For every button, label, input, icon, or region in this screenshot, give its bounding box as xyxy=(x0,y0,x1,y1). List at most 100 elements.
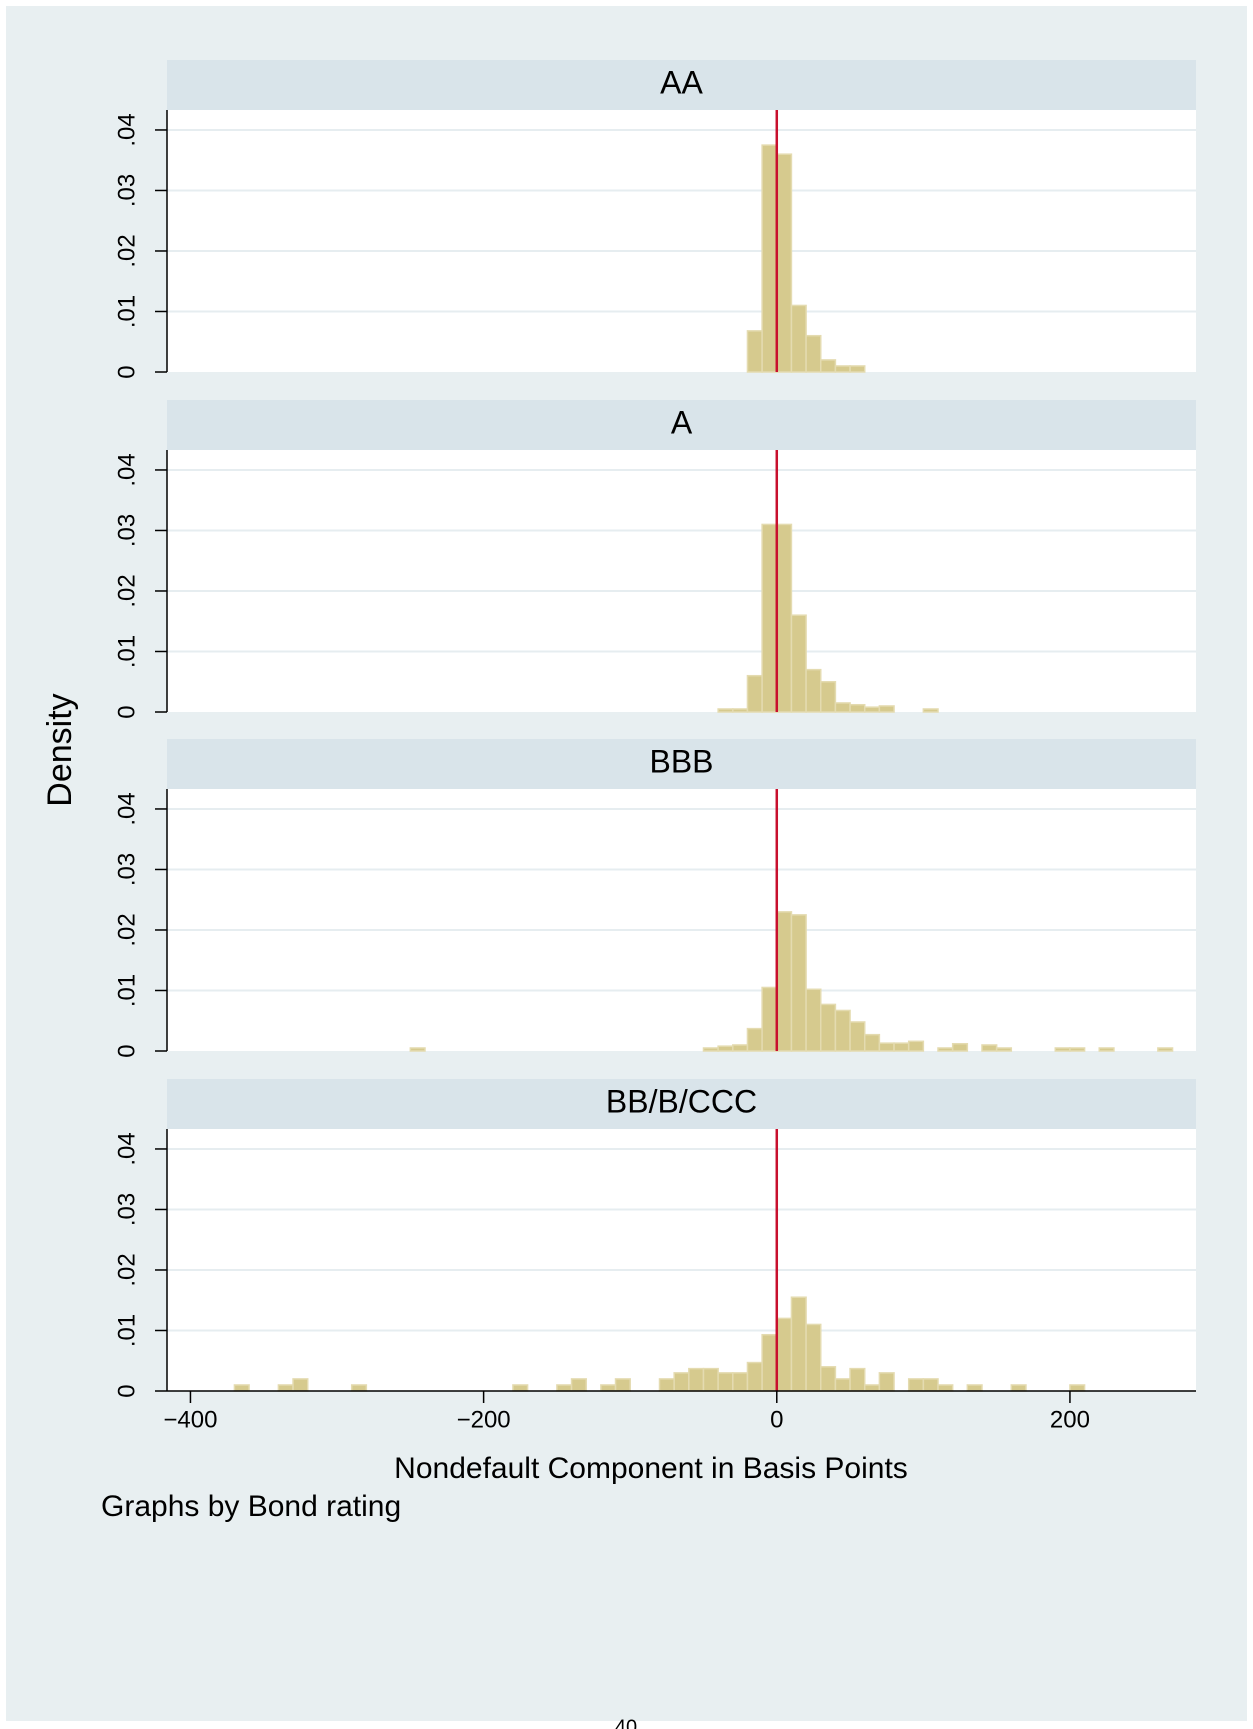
page-number: 40 xyxy=(615,1716,637,1729)
histogram-bar xyxy=(732,1044,749,1052)
y-tick-label: .04 xyxy=(113,453,140,486)
histogram-bar xyxy=(863,1033,881,1052)
histogram-bar xyxy=(805,1323,822,1392)
histogram-bar xyxy=(790,914,807,1052)
y-tick-label: .03 xyxy=(113,514,140,547)
y-tick-label: .01 xyxy=(113,974,140,1007)
histogram-bar xyxy=(1157,1047,1174,1052)
histogram-bar xyxy=(688,1367,705,1392)
y-tick-label: .02 xyxy=(113,574,140,607)
histogram-bar xyxy=(776,153,793,373)
histogram-bar xyxy=(907,1378,925,1392)
y-axis-label: Density xyxy=(41,693,79,806)
panel-header xyxy=(167,400,1196,450)
histogram-bar xyxy=(292,1378,309,1392)
histogram-bar xyxy=(1069,1047,1086,1052)
note: Graphs by Bond rating xyxy=(101,1490,401,1523)
histogram-bar xyxy=(776,911,793,1052)
histogram-bar xyxy=(600,1384,617,1392)
histogram-bar xyxy=(820,359,837,373)
histogram-bar xyxy=(863,1384,881,1392)
panel-title: AA xyxy=(660,64,703,100)
histogram-bar xyxy=(717,1045,734,1052)
histogram-bar xyxy=(981,1044,998,1052)
histogram-bar xyxy=(820,1003,837,1052)
x-tick-label: −400 xyxy=(163,1406,217,1433)
histogram-bar xyxy=(761,1333,778,1392)
histogram-bar xyxy=(966,1384,983,1392)
histogram-bar xyxy=(409,1047,426,1052)
histogram-bar xyxy=(878,705,895,713)
histogram-bar xyxy=(233,1384,250,1392)
plot-area xyxy=(167,450,1196,712)
plot-area xyxy=(167,1129,1196,1391)
y-tick-label: .03 xyxy=(113,853,140,886)
x-axis-label: Nondefault Component in Basis Points xyxy=(394,1452,908,1485)
histogram-bar xyxy=(761,144,778,373)
y-tick-label: .02 xyxy=(113,1253,140,1286)
histogram-bar xyxy=(995,1047,1013,1052)
histogram-bar xyxy=(1069,1384,1086,1392)
y-tick-label: 0 xyxy=(113,1044,140,1057)
panel-title: BBB xyxy=(649,743,713,779)
histogram-bar xyxy=(834,1009,851,1052)
histogram-bar xyxy=(1098,1047,1115,1052)
x-tick-label: 0 xyxy=(770,1406,783,1433)
histogram-bar xyxy=(556,1384,573,1392)
histogram-bar xyxy=(702,1047,719,1052)
y-tick-label: .02 xyxy=(113,913,140,946)
histogram-bar xyxy=(702,1367,719,1392)
histogram-bar xyxy=(1010,1384,1027,1392)
histogram-bar xyxy=(776,1317,793,1392)
histogram-bar xyxy=(512,1384,529,1392)
histogram-bar xyxy=(849,1367,866,1392)
plot-area xyxy=(167,110,1196,372)
histogram-bar xyxy=(746,330,763,373)
histogram-bar xyxy=(776,523,793,713)
histogram-bar xyxy=(805,334,822,373)
histogram-bar xyxy=(746,1361,763,1392)
panel-title: A xyxy=(671,404,693,440)
y-tick-label: 0 xyxy=(113,705,140,718)
y-tick-label: .02 xyxy=(113,234,140,267)
y-tick-label: .01 xyxy=(113,295,140,328)
histogram-bar xyxy=(849,1021,866,1052)
histogram-bar xyxy=(732,708,749,713)
histogram-bar xyxy=(922,708,939,713)
y-tick-label: .03 xyxy=(113,174,140,207)
histogram-bar xyxy=(761,523,778,713)
histogram-bar xyxy=(878,1042,895,1052)
x-tick-label: −200 xyxy=(457,1406,511,1433)
y-tick-label: .01 xyxy=(113,1314,140,1347)
histogram-bar xyxy=(937,1384,954,1392)
histogram-bar xyxy=(820,680,837,713)
histogram-bar xyxy=(790,304,807,373)
histogram-bar xyxy=(820,1366,837,1392)
histogram-bar xyxy=(805,988,822,1052)
histogram-bar xyxy=(922,1378,939,1392)
y-tick-label: .04 xyxy=(113,1132,140,1165)
histogram-bar xyxy=(277,1384,294,1392)
histogram-bar xyxy=(805,668,822,713)
histogram-bar xyxy=(717,708,734,713)
histogram-bar xyxy=(717,1372,734,1392)
histogram-bar xyxy=(863,706,881,713)
histogram-bar xyxy=(790,1296,807,1392)
y-tick-label: .03 xyxy=(113,1193,140,1226)
histogram-bar xyxy=(951,1042,969,1052)
x-tick-label: 200 xyxy=(1050,1406,1090,1433)
histogram-bar xyxy=(878,1372,895,1392)
y-tick-label: .01 xyxy=(113,635,140,668)
histogram-bar xyxy=(907,1040,925,1052)
histogram-bar xyxy=(1054,1047,1071,1052)
histogram-bar xyxy=(761,986,778,1052)
histogram-bar xyxy=(937,1047,954,1052)
histogram-bar xyxy=(790,614,807,713)
histogram-bar xyxy=(849,365,866,373)
histogram-bar xyxy=(746,674,763,713)
y-tick-label: .04 xyxy=(113,792,140,825)
histogram-bar xyxy=(834,365,851,373)
histogram-bar xyxy=(893,1042,910,1052)
histogram-bar xyxy=(350,1384,368,1392)
